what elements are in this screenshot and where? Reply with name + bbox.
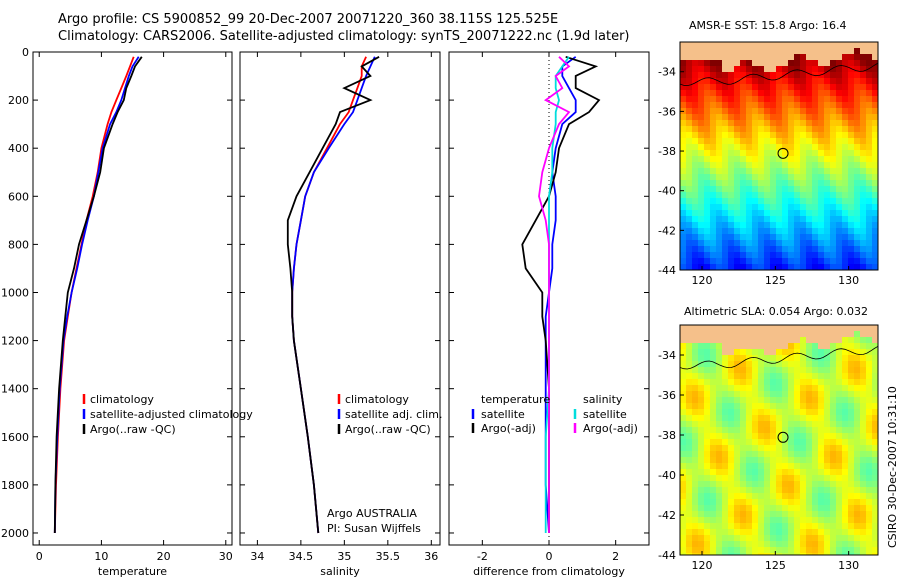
series-line [53, 56, 135, 534]
y-tick-label: -34 [658, 349, 676, 362]
x-tick-label: 34.5 [289, 550, 314, 563]
x-tick-label: 20 [157, 550, 171, 563]
y-tick-label: 600 [8, 190, 29, 203]
y-tick-label: -40 [658, 469, 676, 482]
sla-map-field [680, 325, 878, 555]
sla-map-frame [679, 324, 879, 556]
legend-entry: satellite-adjusted climatology [90, 408, 253, 421]
x-tick-label: 10 [94, 550, 108, 563]
series-line [538, 56, 571, 533]
y-tick-label: 2000 [1, 527, 29, 540]
sst-map-title: AMSR-E SST: 15.8 Argo: 16.4 [689, 19, 847, 32]
pi-annotation: PI: Susan Wijffels [327, 522, 421, 535]
x-tick-label: -2 [477, 550, 488, 563]
series-line [544, 56, 577, 534]
y-tick-label: 1800 [1, 479, 29, 492]
x-tick-label: 0 [546, 550, 553, 563]
y-tick-label: -44 [658, 549, 676, 562]
x-tick-label: 120 [692, 274, 713, 287]
series-line [286, 56, 380, 534]
profile-title: Argo profile: CS 5900852_99 20-Dec-2007 … [58, 12, 559, 27]
y-tick-label: -36 [658, 105, 676, 118]
x-tick-label: 125 [765, 559, 786, 572]
y-tick-label: 800 [8, 238, 29, 251]
y-tick-label: -38 [658, 429, 676, 442]
temperature-panel-frame [32, 51, 233, 546]
coast-contour [680, 345, 878, 370]
y-tick-label: 1000 [1, 286, 29, 299]
x-axis-label: difference from climatology [473, 565, 625, 578]
x-tick-label: 34 [250, 550, 264, 563]
y-tick-label: 400 [8, 142, 29, 155]
legend-entry: Argo(-adj) [583, 422, 638, 435]
sst-map-frame [679, 41, 879, 271]
series-line [291, 56, 367, 534]
y-tick-label: 1600 [1, 431, 29, 444]
legend-entry: satellite [481, 408, 525, 421]
y-tick-label: -42 [658, 509, 676, 522]
y-tick-label: 1400 [1, 383, 29, 396]
legend-entry: Argo(..raw -QC) [90, 423, 176, 436]
coast-contour [680, 62, 878, 87]
argo-float-marker [777, 147, 789, 159]
y-tick-label: 0 [22, 46, 29, 59]
sla-map-title: Altimetric SLA: 0.054 Argo: 0.032 [684, 305, 869, 318]
argo-float-marker [777, 431, 789, 443]
x-axis-label: salinity [320, 565, 360, 578]
series-line [53, 56, 143, 534]
legend-entry: climatology [345, 393, 409, 406]
y-tick-label: -44 [658, 264, 676, 277]
salinity-panel-frame [239, 51, 441, 546]
x-tick-label: 130 [838, 559, 859, 572]
y-tick-label: -34 [658, 66, 676, 79]
y-tick-label: 200 [8, 94, 29, 107]
x-tick-label: 130 [838, 274, 859, 287]
x-tick-label: 2 [612, 550, 619, 563]
x-tick-label: 30 [219, 550, 233, 563]
legend-header: salinity [583, 393, 623, 406]
legend-entry: Argo(..raw -QC) [345, 423, 431, 436]
y-tick-label: -40 [658, 185, 676, 198]
y-tick-label: 1200 [1, 335, 29, 348]
climatology-subtitle: Climatology: CARS2006. Satellite-adjuste… [58, 29, 630, 44]
legend-header: temperature [481, 393, 550, 406]
argo-annotation: Argo AUSTRALIA [327, 507, 417, 520]
x-tick-label: 120 [692, 559, 713, 572]
legend-entry: climatology [90, 393, 154, 406]
timestamp-label: CSIRO 30-Dec-2007 10:31:10 [886, 386, 899, 548]
x-tick-label: 35.5 [376, 550, 401, 563]
y-tick-label: -38 [658, 145, 676, 158]
y-tick-label: -36 [658, 389, 676, 402]
x-tick-label: 0 [36, 550, 43, 563]
x-axis-label: temperature [98, 565, 167, 578]
y-tick-label: -42 [658, 224, 676, 237]
legend-entry: Argo(-adj) [481, 422, 536, 435]
x-tick-label: 36 [424, 550, 438, 563]
legend-entry: satellite [583, 408, 627, 421]
x-tick-label: 35 [337, 550, 351, 563]
legend-entry: satellite adj. clim. [345, 408, 442, 421]
x-tick-label: 125 [765, 274, 786, 287]
sst-map-field [680, 42, 878, 270]
